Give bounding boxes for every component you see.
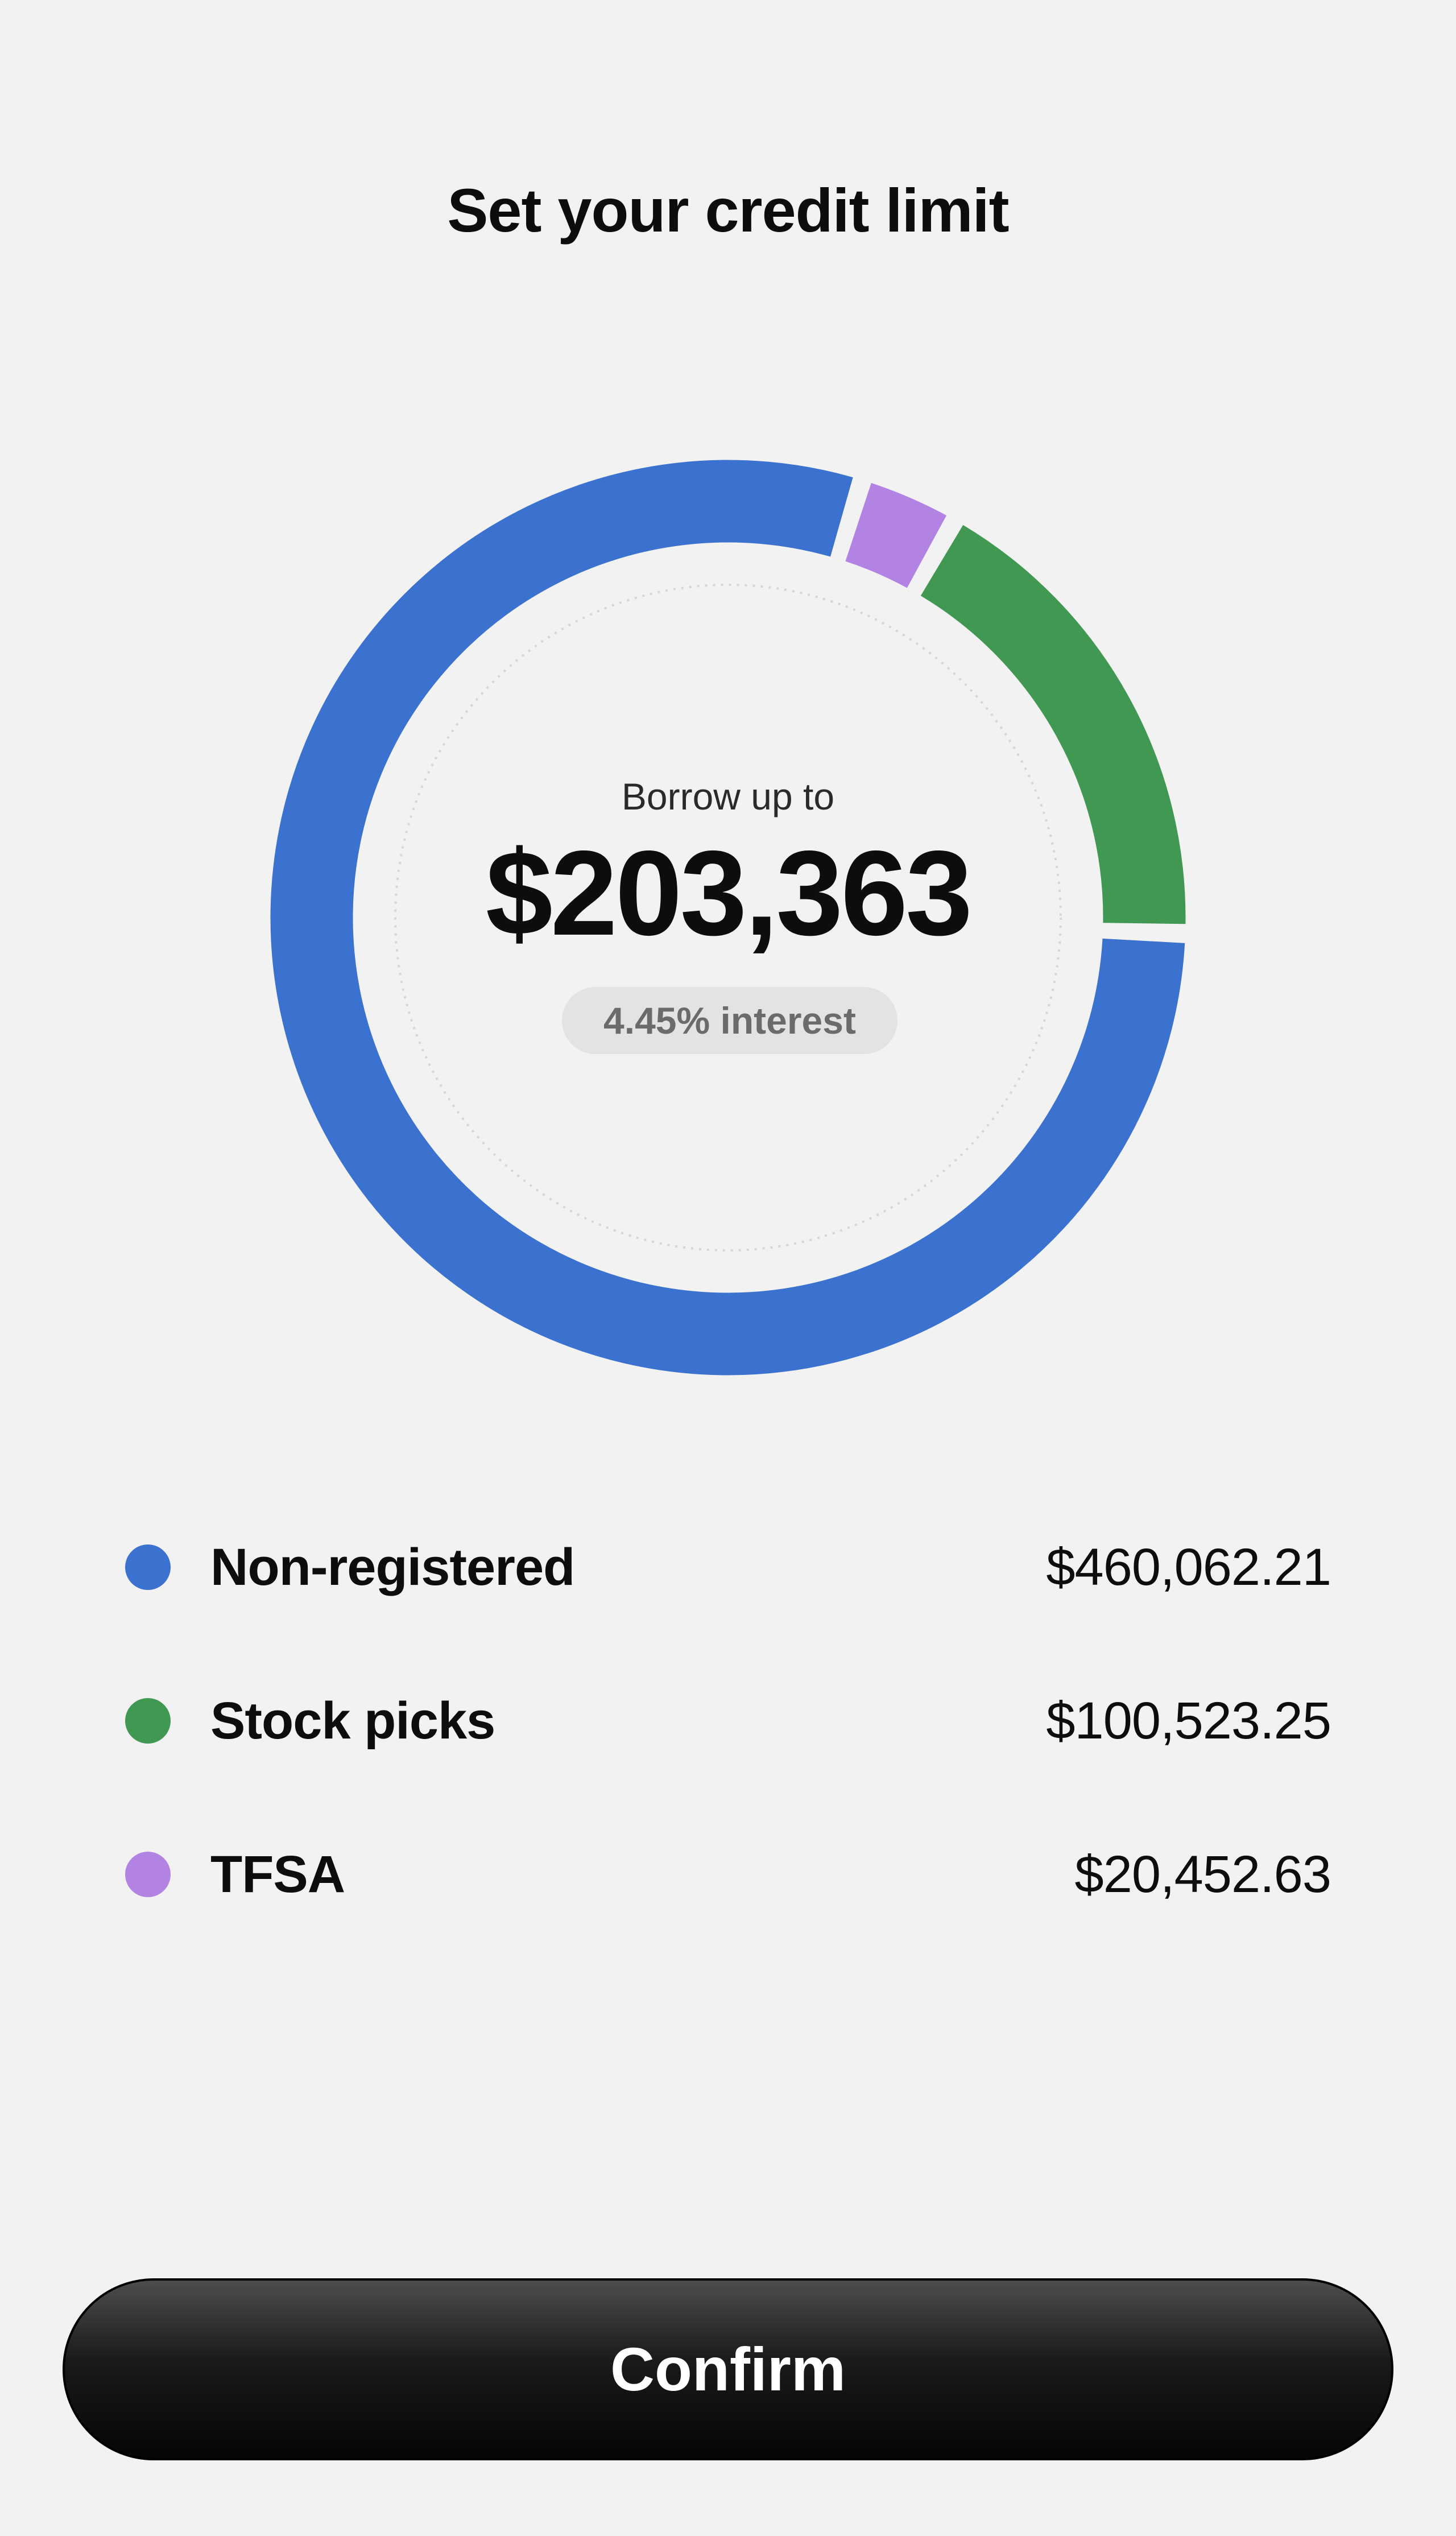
donut-segment-tfsa bbox=[845, 482, 947, 588]
legend-label: Stock picks bbox=[210, 1692, 495, 1750]
legend-item-tfsa: TFSA $20,452.63 bbox=[0, 1832, 1456, 1917]
interest-badge: 4.45% interest bbox=[562, 987, 897, 1054]
page-title: Set your credit limit bbox=[447, 176, 1009, 245]
legend-value: $460,062.21 bbox=[1046, 1538, 1331, 1596]
stock-picks-color-dot bbox=[125, 1698, 171, 1744]
non-registered-color-dot bbox=[125, 1544, 171, 1590]
donut-segment-non-registered bbox=[270, 460, 1185, 1376]
borrow-amount: $203,363 bbox=[485, 825, 973, 960]
confirm-button[interactable]: Confirm bbox=[63, 2278, 1393, 2460]
legend-item-non-registered: Non-registered $460,062.21 bbox=[0, 1525, 1456, 1610]
legend-label: TFSA bbox=[210, 1845, 345, 1903]
borrow-label: Borrow up to bbox=[621, 775, 835, 817]
legend-label: Non-registered bbox=[210, 1538, 575, 1596]
legend-value: $20,452.63 bbox=[1074, 1845, 1331, 1903]
legend-value: $100,523.25 bbox=[1046, 1692, 1331, 1750]
tfsa-color-dot bbox=[125, 1852, 171, 1897]
legend-item-stock-picks: Stock picks $100,523.25 bbox=[0, 1678, 1456, 1763]
inner-dashed-ring bbox=[394, 584, 1062, 1252]
donut-chart bbox=[270, 460, 1186, 1376]
donut-segment-stock-picks bbox=[920, 524, 1186, 924]
allocation-donut bbox=[270, 460, 1186, 1376]
